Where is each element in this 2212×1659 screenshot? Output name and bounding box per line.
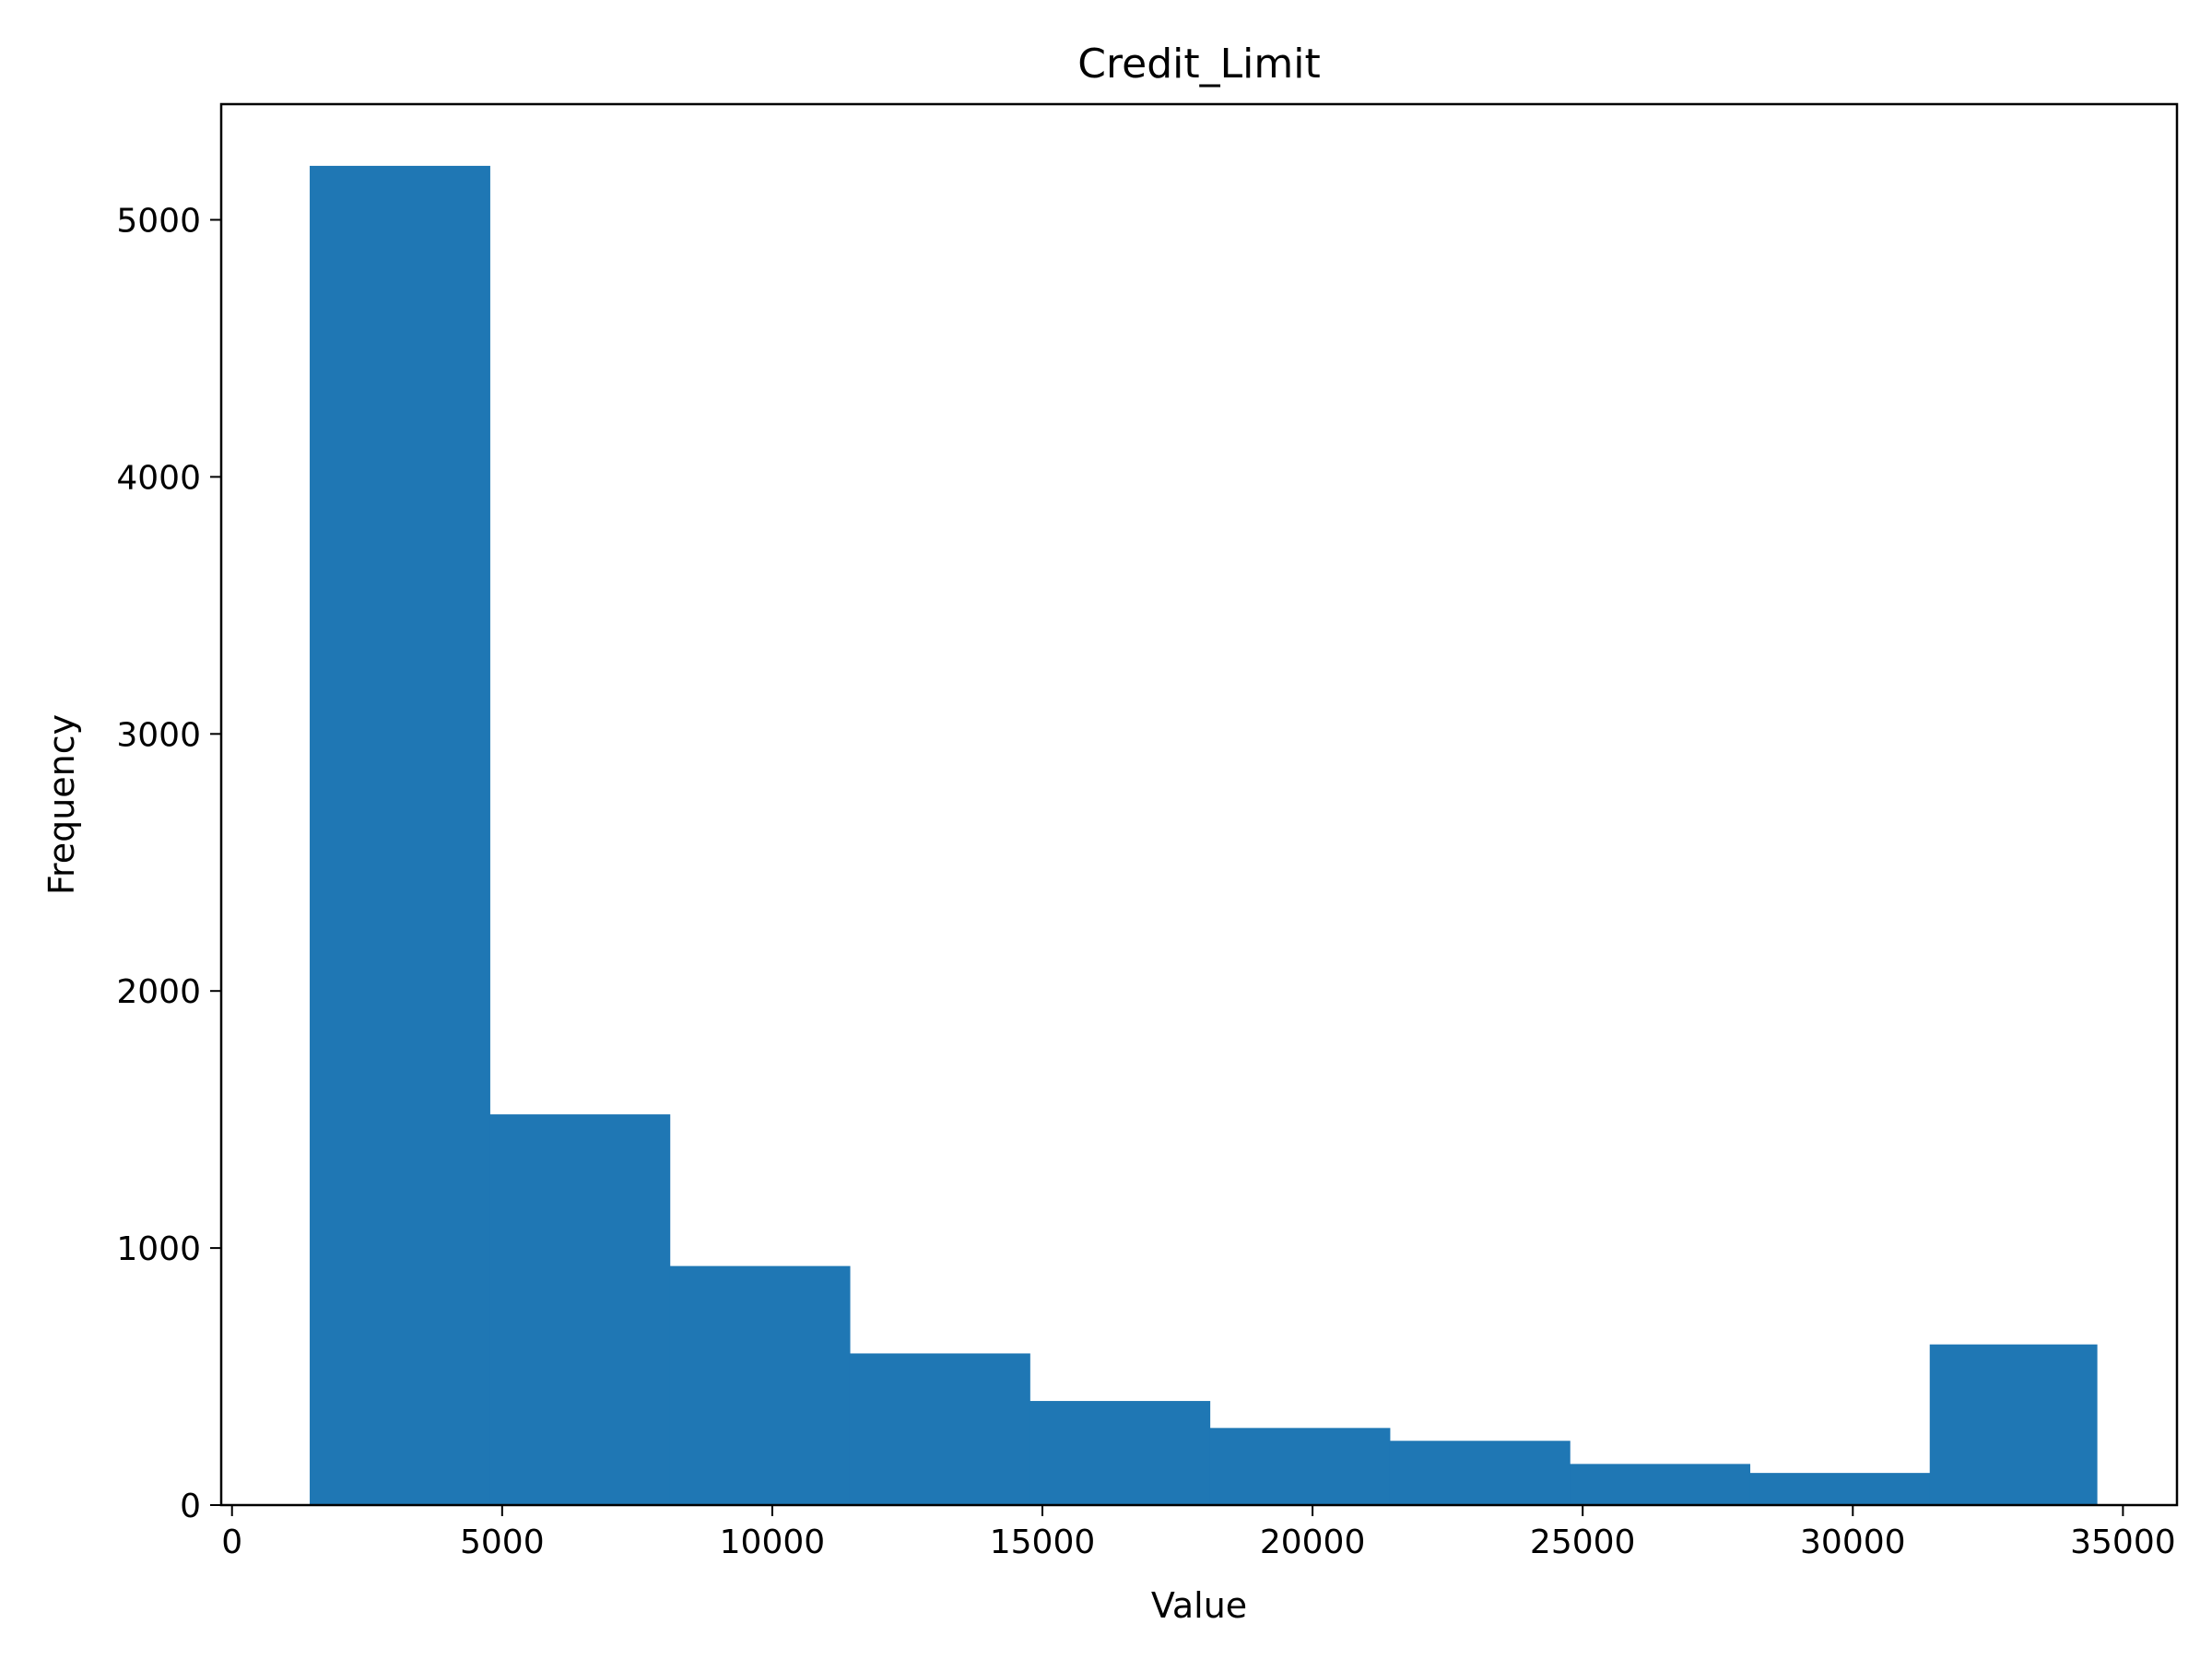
y-tick-label: 5000 [116,203,201,241]
x-tick-label: 25000 [1530,1524,1636,1561]
y-tick-label: 3000 [116,716,201,754]
plot-frame [219,102,2179,1507]
histogram-bar [849,1353,1030,1505]
x-tick-label: 5000 [460,1524,545,1561]
histogram-bar [1749,1473,1931,1505]
histogram-bar [669,1265,851,1505]
x-axis-title: Value [1151,1585,1247,1626]
y-tick-label: 0 [180,1488,201,1525]
histogram-bar [310,165,490,1505]
x-tick-label: 0 [221,1524,242,1561]
x-tick-label: 30000 [1800,1524,1906,1561]
y-axis: 0 1000 2000 3000 4000 5000 [116,203,221,1525]
bars-group [310,165,2098,1505]
x-axis: 0 5000 10000 15000 20000 25000 30000 35000 [221,1505,2176,1561]
chart-title: Credit_Limit [1077,41,1320,88]
x-tick-label: 10000 [720,1524,826,1561]
x-tick-label: 20000 [1260,1524,1366,1561]
y-tick-label: 2000 [116,973,201,1011]
y-tick-label: 1000 [116,1230,201,1268]
histogram-bar [1030,1401,1211,1505]
x-tick-label: 35000 [2070,1524,2176,1561]
y-axis-title: Frequency [41,714,82,895]
histogram-bar [1570,1464,1751,1505]
histogram-bar [489,1114,671,1505]
histogram-bar [1209,1428,1391,1505]
y-tick-label: 4000 [116,459,201,497]
histogram-bar [1929,1344,2098,1505]
x-tick-label: 15000 [990,1524,1096,1561]
histogram-bar [1389,1441,1571,1505]
